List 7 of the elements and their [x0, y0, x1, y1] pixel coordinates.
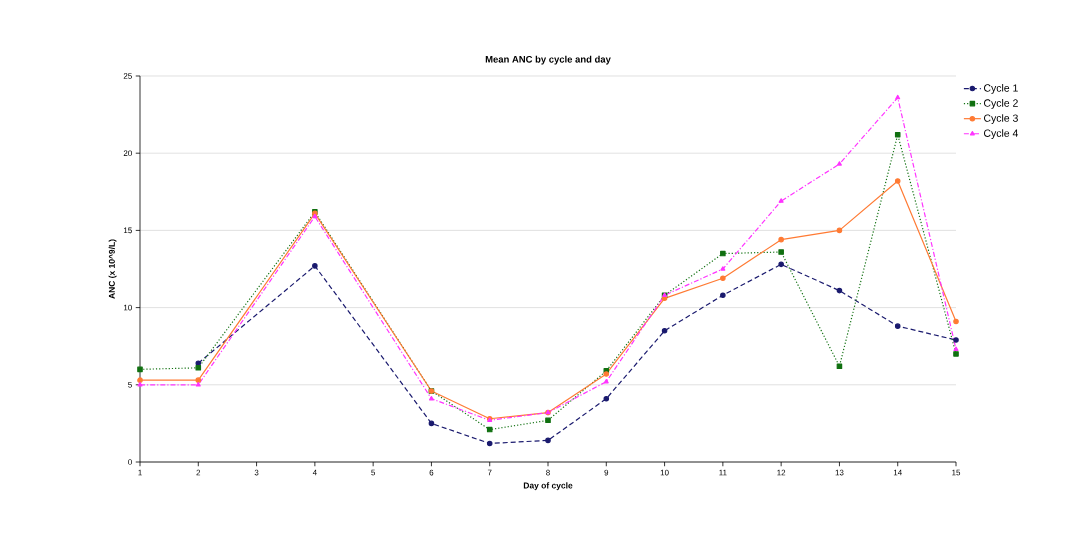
y-axis-title: ANC (x 10^9/L): [108, 239, 117, 299]
chart-title: Mean ANC by cycle and day: [485, 55, 611, 65]
legend-label: Cycle 1: [984, 84, 1018, 94]
x-axis-title: Day of cycle: [523, 482, 573, 491]
legend-label: Cycle 3: [984, 114, 1018, 124]
legend-label: Cycle 4: [984, 129, 1019, 139]
legend-label: Cycle 2: [984, 99, 1018, 109]
